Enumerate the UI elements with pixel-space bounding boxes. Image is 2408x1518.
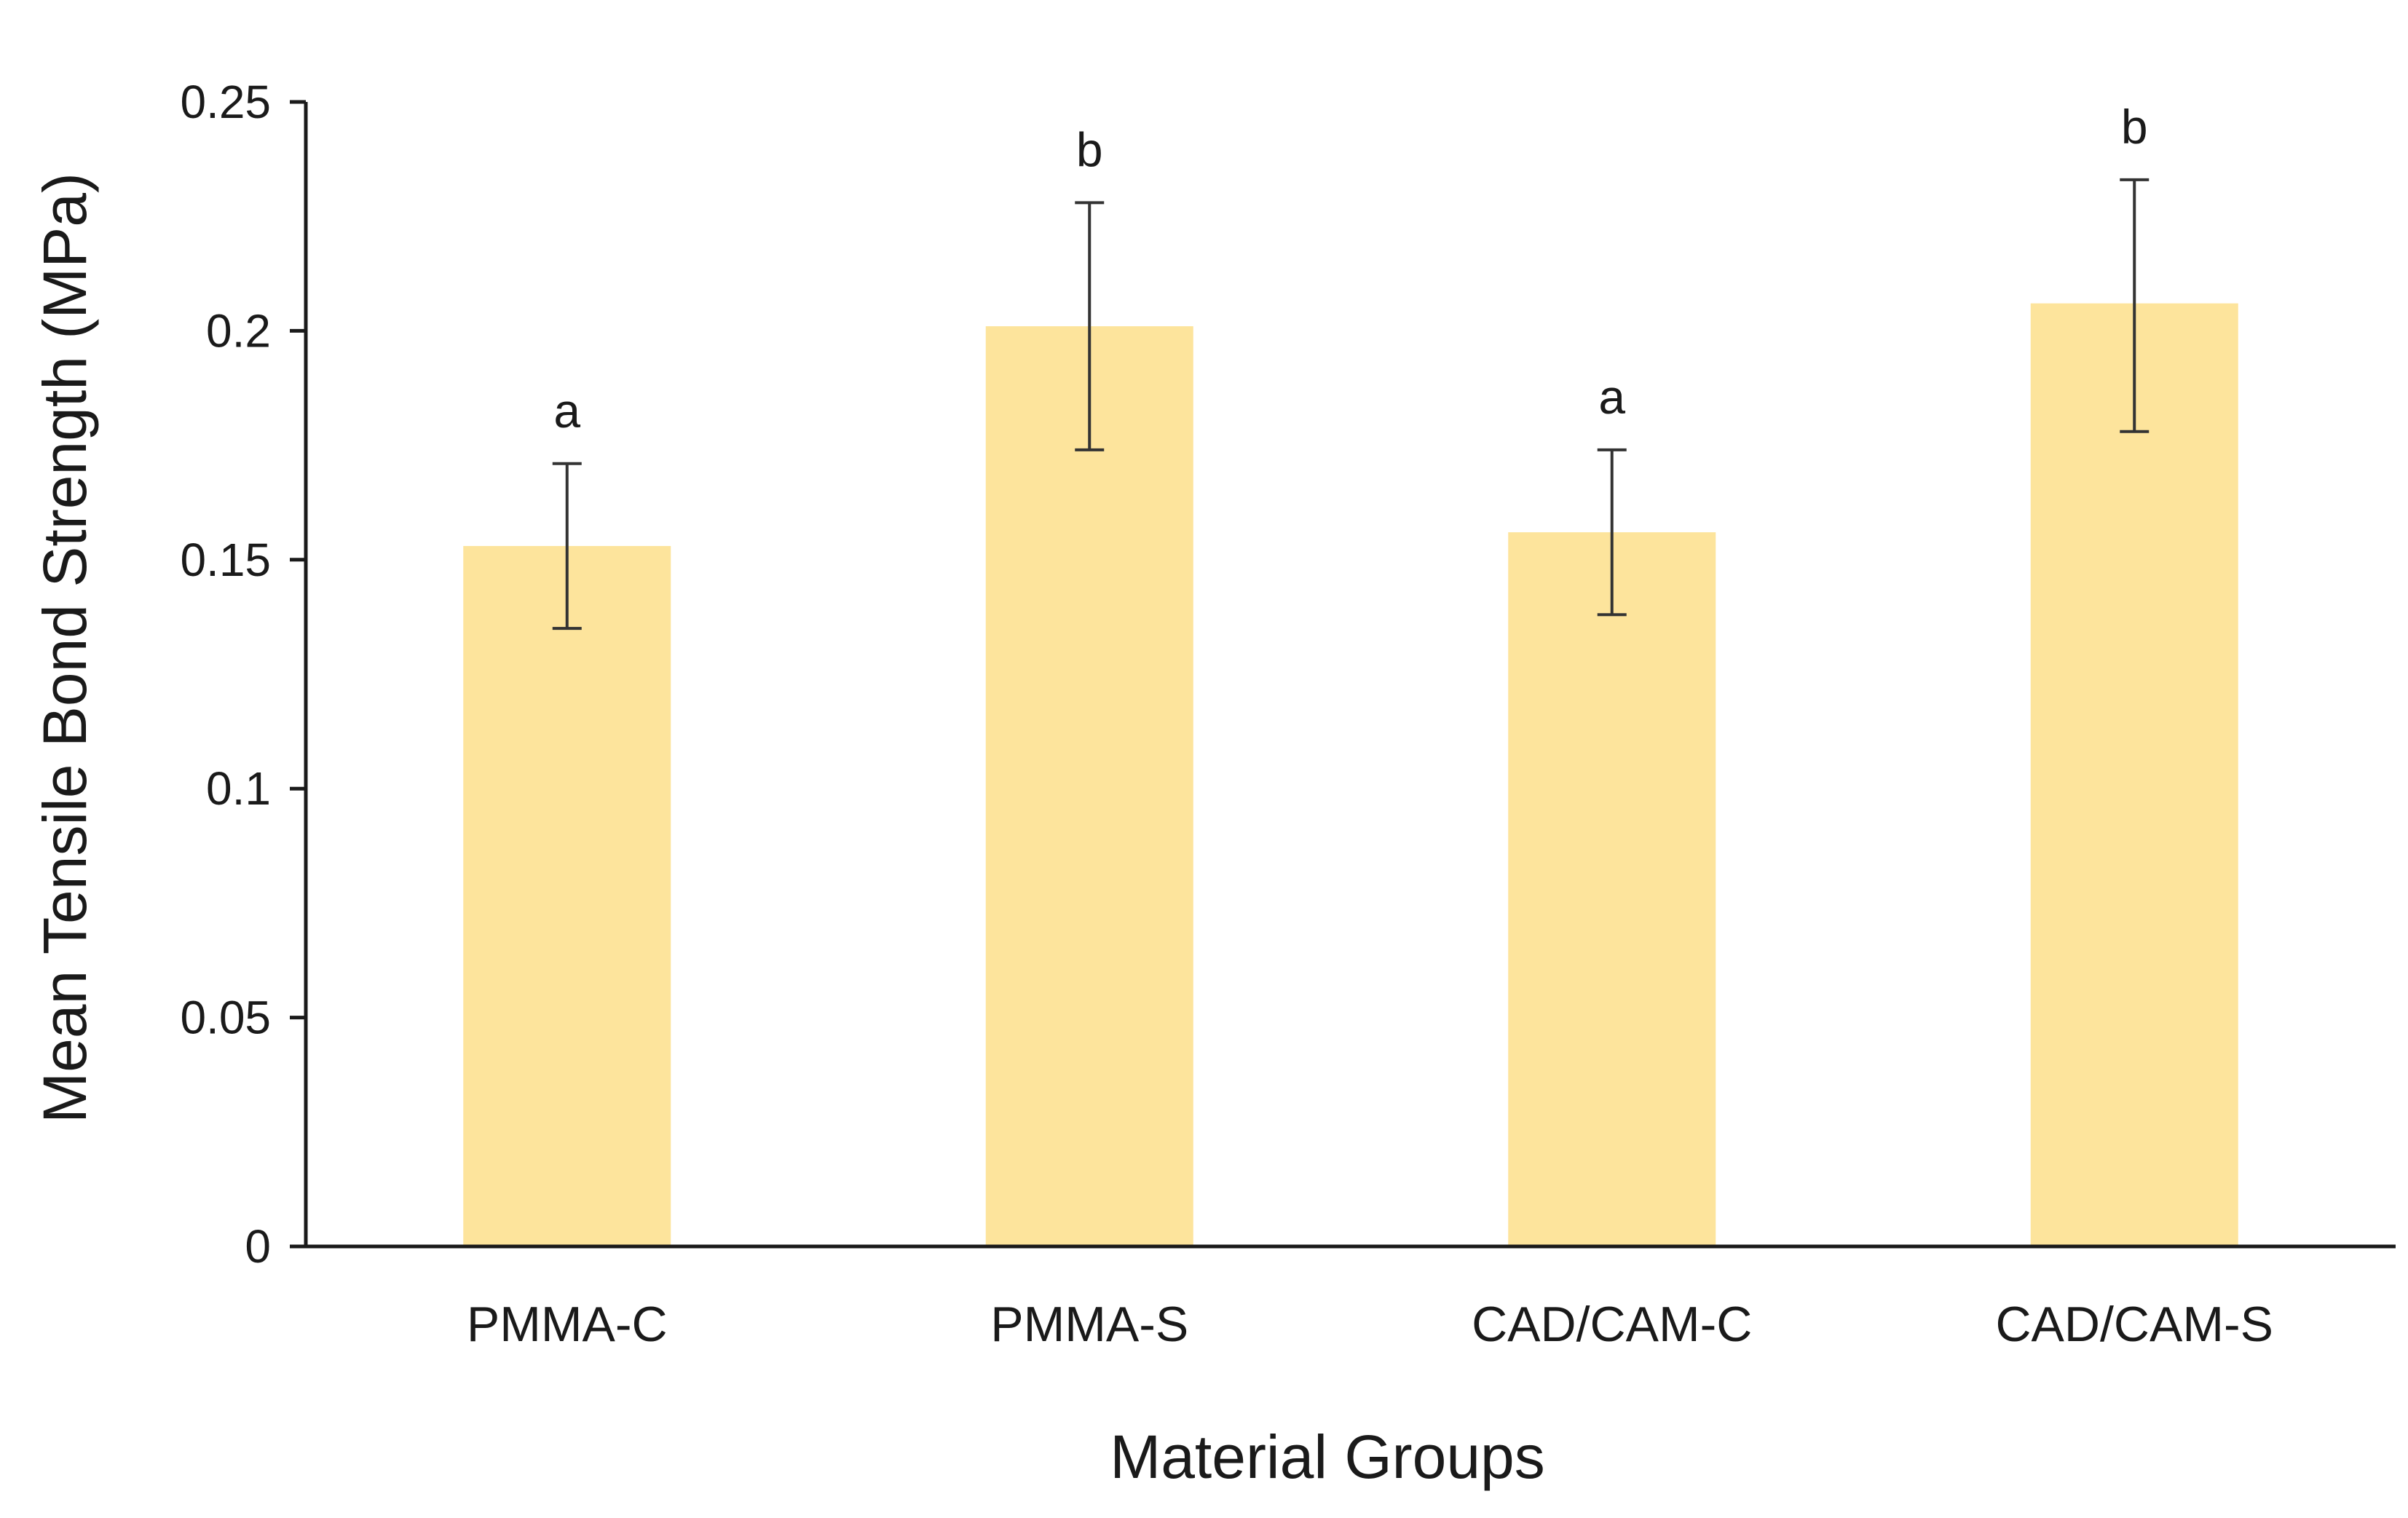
y-tick-label: 0.25 — [180, 76, 271, 128]
y-tick-label: 0.05 — [180, 992, 271, 1044]
x-tick-label-pmma-s: PMMA-S — [990, 1297, 1188, 1352]
y-tick-label: 0.1 — [206, 762, 271, 815]
significance-label-pmma-c: a — [553, 384, 580, 438]
y-axis-title: Mean Tensile Bond Strength (MPa) — [31, 173, 99, 1123]
bars-layer — [463, 303, 2238, 1246]
x-tick-label-pmma-c: PMMA-C — [467, 1297, 668, 1352]
bar-cad-cam-s — [2030, 303, 2238, 1246]
y-tick-label: 0.2 — [206, 304, 271, 357]
significance-labels-layer: a b a b — [553, 100, 2147, 438]
x-tick-label-cad-cam-c: CAD/CAM-C — [1472, 1297, 1752, 1352]
significance-label-pmma-s: b — [1076, 122, 1103, 176]
error-bars-layer — [552, 178, 2150, 630]
y-ticks-layer: 0 0.05 0.1 0.15 0.2 0.25 — [180, 76, 306, 1273]
x-tick-labels-layer: PMMA-C PMMA-S CAD/CAM-C CAD/CAM-S — [467, 1297, 2273, 1352]
bar-cad-cam-c — [1508, 532, 1716, 1246]
y-tick-label: 0.15 — [180, 534, 271, 586]
x-axis-title: Material Groups — [1110, 1423, 1545, 1491]
x-tick-label-cad-cam-s: CAD/CAM-S — [1995, 1297, 2273, 1352]
axes-layer — [304, 102, 2396, 1249]
y-tick-label: 0 — [245, 1220, 271, 1273]
bar-pmma-c — [463, 545, 671, 1246]
significance-label-cad-cam-s: b — [2121, 100, 2148, 154]
significance-label-cad-cam-c: a — [1598, 370, 1625, 424]
bar-pmma-s — [985, 326, 1193, 1246]
